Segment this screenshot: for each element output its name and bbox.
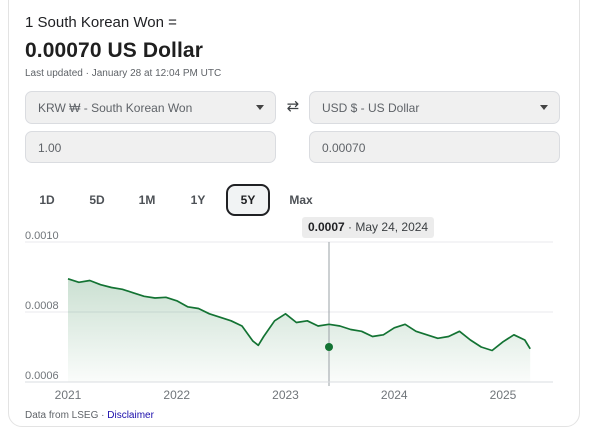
chart-tooltip: 0.0007 · May 24, 2024 <box>302 217 435 238</box>
series-line <box>67 277 531 352</box>
y-tick-label: 0.0010 <box>25 230 59 242</box>
range-1y-button[interactable]: 1Y <box>190 193 206 207</box>
to-currency-select[interactable]: USD $ - US Dollar <box>309 91 560 124</box>
y-tick-label: 0.0008 <box>25 300 59 312</box>
x-tick-label: 2022 <box>163 388 190 402</box>
data-source-text: Data from LSEG · <box>25 410 108 421</box>
conversion-result: 0.00070 US Dollar <box>25 39 203 62</box>
last-updated: Last updated · January 28 at 12:04 PM UT… <box>25 68 222 79</box>
conversion-subtitle: 1 South Korean Won = <box>25 14 177 31</box>
to-currency-label: USD $ - US Dollar <box>322 101 420 115</box>
swap-arrows-icon[interactable]: ⇄ <box>286 98 300 115</box>
from-amount-value: 1.00 <box>38 141 62 155</box>
range-max-button[interactable]: Max <box>289 193 313 207</box>
x-tick-label: 2021 <box>55 388 82 402</box>
x-tick-label: 2024 <box>381 388 408 402</box>
x-tick-label: 2023 <box>272 388 299 402</box>
from-currency-label: KRW ₩ - South Korean Won <box>38 101 193 115</box>
tooltip-separator: · <box>348 220 356 234</box>
tooltip-value: 0.0007 <box>308 220 345 234</box>
to-amount-input[interactable]: 0.00070 <box>309 131 560 163</box>
range-5d-button[interactable]: 5D <box>89 193 105 207</box>
highlight-point <box>325 343 333 351</box>
chevron-down-icon <box>540 105 548 110</box>
y-tick-label: 0.0006 <box>25 370 59 382</box>
x-tick-label: 2025 <box>490 388 517 402</box>
to-amount-value: 0.00070 <box>322 141 366 155</box>
footer-attribution: Data from LSEG · Disclaimer <box>25 410 154 421</box>
chevron-down-icon <box>256 105 264 110</box>
range-1m-button[interactable]: 1M <box>138 193 156 207</box>
range-1d-button[interactable]: 1D <box>39 193 55 207</box>
from-currency-select[interactable]: KRW ₩ - South Korean Won <box>25 91 276 124</box>
range-5y-button[interactable]: 5Y <box>226 184 270 216</box>
disclaimer-link[interactable]: Disclaimer <box>107 410 154 421</box>
from-amount-input[interactable]: 1.00 <box>25 131 276 163</box>
tooltip-date: May 24, 2024 <box>355 220 429 234</box>
